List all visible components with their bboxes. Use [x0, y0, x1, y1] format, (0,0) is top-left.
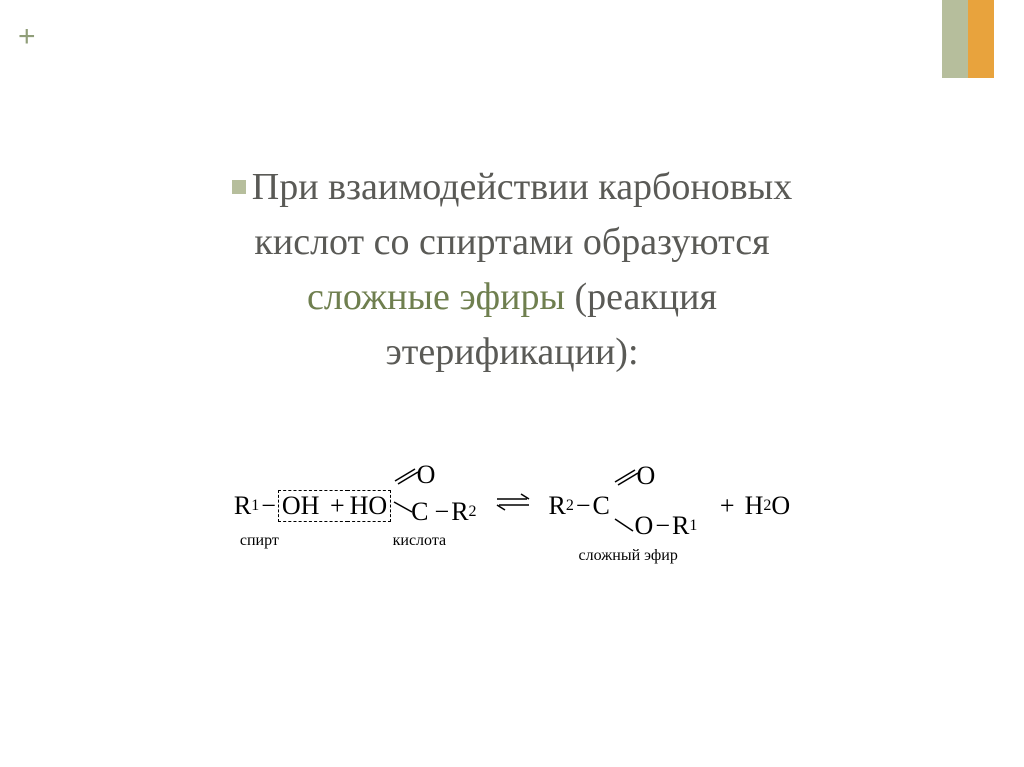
h-symbol: H — [745, 491, 764, 521]
text-line-2: кислот со спиртами образуются — [254, 221, 769, 263]
double-bond-icon — [393, 465, 419, 485]
chemical-equation: R1 − OH + спирт O — [0, 490, 1024, 522]
r2-left-symbol: R — [549, 491, 566, 521]
plus-sign-1: + — [330, 491, 345, 520]
o-bottom: O — [635, 511, 654, 541]
label-ester: сложный эфир — [579, 547, 678, 565]
r1-symbol: R — [234, 491, 251, 521]
o-double-top: O — [417, 460, 436, 490]
bond-single-2: − — [435, 497, 450, 527]
product-ester: R2 − C O O − R1 сложный эфир — [549, 491, 610, 521]
bond-single-3: − — [576, 491, 591, 521]
text-line-4: этерификации): — [385, 331, 638, 373]
product-water: + H2O — [720, 491, 790, 521]
o-water: O — [771, 491, 790, 521]
label-kislota: кислота — [393, 532, 447, 550]
equilibrium-arrow-icon — [493, 490, 533, 514]
text-line-3-post: (реакция — [565, 276, 717, 318]
main-text-block: При взаимодействии карбоновых кислот со … — [60, 160, 964, 380]
equilibrium-arrow — [493, 490, 533, 522]
equation-block: R1 − OH + спирт O — [234, 490, 790, 522]
plus-sign-2: + — [720, 491, 735, 521]
o-double-top-2: O — [637, 461, 656, 491]
bullet-icon — [232, 180, 246, 194]
ho-dashed-box: HO — [347, 490, 392, 522]
reactant-alcohol: R1 − OH + спирт — [234, 490, 348, 522]
r2-symbol: R — [451, 497, 468, 527]
accent-bar-left — [942, 0, 968, 78]
accent-bars — [942, 0, 994, 78]
c-symbol-2: C — [593, 491, 610, 521]
r1-right-symbol: R — [672, 511, 689, 541]
bond-br: − — [655, 511, 670, 541]
text-highlight: сложные эфиры — [307, 276, 565, 318]
accent-bar-right — [968, 0, 994, 78]
oh-text: OH — [282, 491, 320, 520]
double-bond-icon-2 — [613, 466, 639, 486]
c-symbol: C — [411, 497, 428, 527]
bond-single: − — [261, 491, 276, 521]
slide-plus-mark: + — [18, 20, 36, 54]
reactant-acid: O HO C − R2 кислота — [347, 490, 477, 522]
single-bond-down-icon — [613, 517, 637, 535]
ho-text: HO — [350, 491, 388, 520]
oh-dashed-box: OH + — [278, 490, 348, 522]
label-spirt: спирт — [240, 532, 279, 550]
text-line-1: При взаимодействии карбоновых — [252, 166, 792, 208]
